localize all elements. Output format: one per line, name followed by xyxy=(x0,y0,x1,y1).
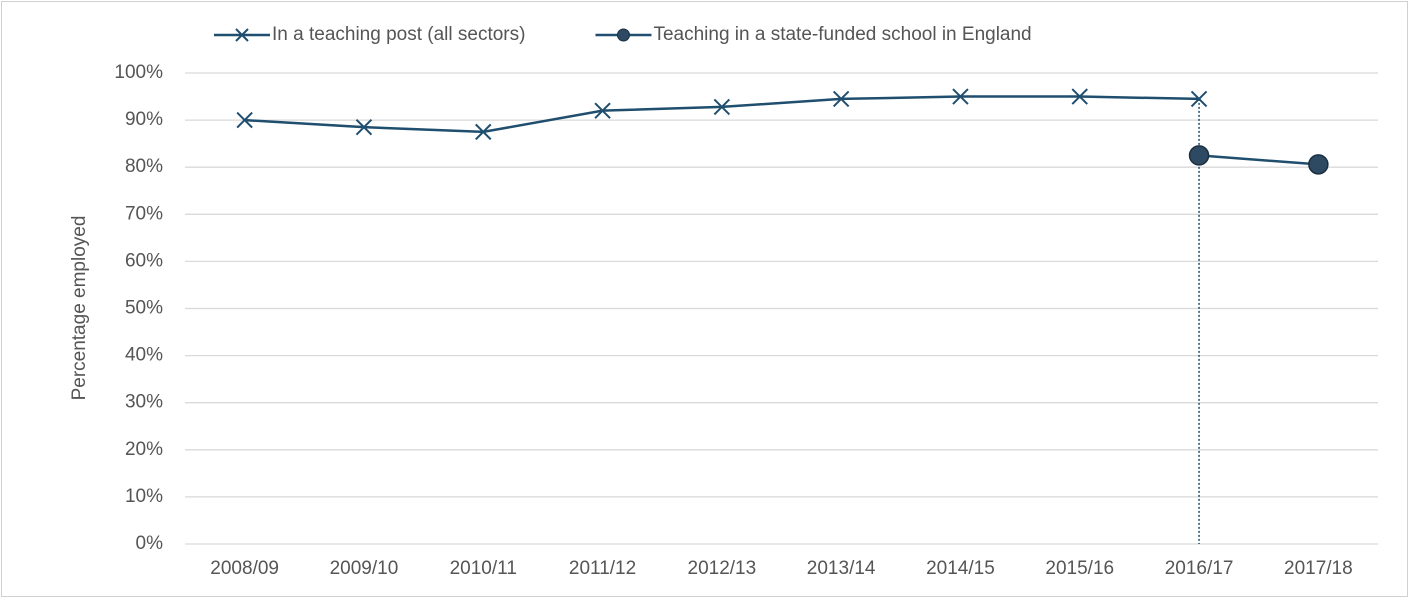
data-point xyxy=(832,90,850,108)
y-tick-label: 50% xyxy=(125,298,163,319)
y-tick-label: 0% xyxy=(136,533,164,554)
x-tick-label: 2014/15 xyxy=(926,558,995,579)
x-tick-label: 2008/09 xyxy=(210,558,279,579)
y-tick-label: 100% xyxy=(114,62,163,83)
data-point xyxy=(475,123,492,141)
y-tick-label: 10% xyxy=(125,486,163,507)
y-tick-label: 80% xyxy=(125,156,163,177)
data-point xyxy=(1071,88,1088,105)
x-tick-label: 2015/16 xyxy=(1045,558,1114,579)
legend-label: In a teaching post (all sectors) xyxy=(272,24,525,45)
legend-marker xyxy=(616,28,630,42)
data-point xyxy=(713,98,731,116)
y-tick-label: 70% xyxy=(125,203,163,224)
x-tick-label: 2016/17 xyxy=(1165,558,1234,579)
y-tick-label: 60% xyxy=(125,250,163,271)
data-point xyxy=(1308,154,1329,175)
y-tick-label: 20% xyxy=(125,439,163,460)
y-axis-label: Percentage employed xyxy=(69,216,90,401)
y-tick-label: 30% xyxy=(125,392,163,413)
x-tick-label: 2009/10 xyxy=(330,558,399,579)
y-tick-label: 90% xyxy=(125,109,163,130)
data-point xyxy=(1188,145,1210,166)
data-point xyxy=(952,88,969,105)
x-tick-label: 2012/13 xyxy=(688,558,757,579)
data-point xyxy=(236,111,253,129)
series-line xyxy=(1198,154,1319,166)
x-tick-label: 2017/18 xyxy=(1284,558,1353,579)
data-point xyxy=(1190,90,1208,108)
data-point xyxy=(355,118,373,136)
legend-marker xyxy=(235,28,249,42)
x-tick-label: 2013/14 xyxy=(807,558,876,579)
x-tick-label: 2010/11 xyxy=(450,558,517,579)
legend-label: Teaching in a state-funded school in Eng… xyxy=(653,24,1031,45)
data-point xyxy=(594,102,611,119)
x-tick-label: 2011/12 xyxy=(569,558,636,579)
y-tick-label: 40% xyxy=(125,345,163,366)
